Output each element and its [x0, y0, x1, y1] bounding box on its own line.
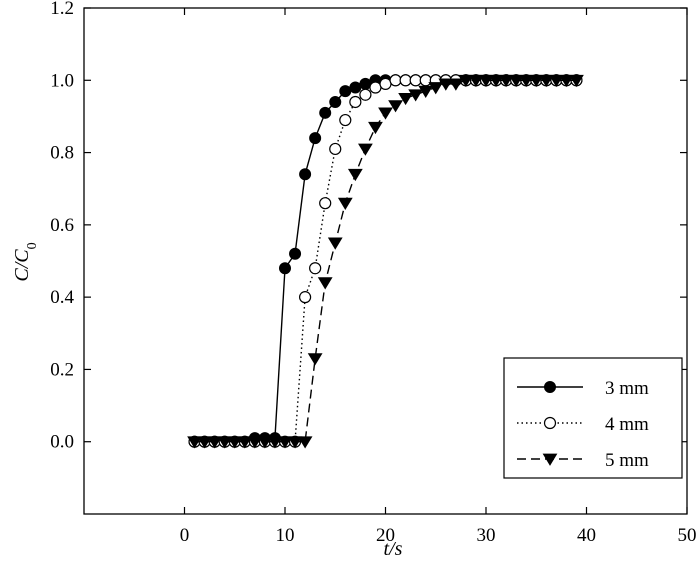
x-axis-title: t/s: [384, 538, 403, 560]
data-point: [267, 436, 283, 449]
data-point: [468, 74, 484, 88]
data-point: [518, 74, 534, 88]
data-point: [408, 89, 424, 102]
data-point: [289, 247, 302, 260]
data-point: [337, 197, 353, 210]
data-point: [297, 436, 313, 449]
series-group: [187, 74, 584, 449]
data-point: [528, 74, 544, 88]
data-point: [329, 95, 342, 108]
x-tick-label: 0: [180, 525, 190, 546]
data-point: [279, 262, 291, 275]
legend-label: 5 mm: [605, 450, 649, 471]
data-point: [207, 436, 223, 449]
data-point: [319, 106, 332, 119]
legend-box: [503, 357, 683, 479]
legend-item: 3 mm: [517, 378, 649, 399]
data-point: [498, 74, 514, 88]
data-point: [399, 74, 412, 87]
data-point: [187, 436, 202, 449]
data-point: [428, 82, 444, 95]
x-tick-label: 30: [477, 525, 496, 546]
x-tick-label: 10: [276, 525, 295, 546]
data-point: [317, 277, 333, 290]
data-point: [217, 436, 233, 449]
data-point: [309, 132, 322, 145]
data-point: [359, 88, 372, 101]
legend-label: 3 mm: [605, 378, 649, 399]
data-point: [358, 143, 373, 156]
legend-item: 5 mm: [517, 450, 649, 471]
legend-item: 4 mm: [517, 414, 649, 435]
data-point: [369, 81, 382, 94]
data-point: [458, 74, 474, 88]
data-point: [257, 436, 273, 449]
data-point: [197, 436, 212, 449]
y-axis-title: C/C0: [11, 242, 40, 281]
x-axis-ticks: 0 10 20 30 40 50: [180, 8, 697, 546]
series-3: [187, 74, 584, 449]
svg-text:C/C0: C/C0: [11, 242, 40, 281]
legend: 3 mm 4 mm 5 mm: [503, 357, 683, 479]
data-point: [247, 436, 263, 449]
data-point: [319, 197, 332, 210]
data-point: [409, 74, 422, 87]
data-point: [277, 436, 293, 449]
data-point: [538, 74, 554, 88]
y-tick-label: 1.2: [50, 0, 74, 19]
data-point: [438, 78, 454, 91]
data-point: [299, 291, 312, 304]
data-point: [327, 237, 343, 250]
data-point: [309, 262, 322, 275]
data-point: [569, 74, 584, 88]
data-point: [339, 113, 352, 127]
y-tick-label: 1.0: [50, 70, 74, 91]
y-axis-ticks: 0.0 0.2 0.4 0.6 0.8 1.0 1.2: [50, 0, 687, 453]
data-point: [378, 107, 393, 120]
data-point: [419, 74, 432, 87]
legend-marker: [543, 416, 557, 430]
y-tick-label: 0.8: [50, 143, 74, 164]
x-tick-label: 40: [577, 525, 596, 546]
legend-items: 3 mm 4 mm 5 mm: [517, 378, 649, 471]
data-point: [389, 74, 402, 87]
data-point: [359, 77, 372, 90]
data-point: [488, 74, 504, 88]
data-point: [287, 436, 303, 449]
legend-marker: [542, 453, 558, 466]
data-point: [388, 100, 403, 113]
legend-label: 4 mm: [605, 414, 649, 435]
x-tick-label: 50: [678, 525, 697, 546]
y-tick-label: 0.0: [50, 432, 74, 453]
data-point: [478, 74, 494, 88]
data-point: [379, 77, 392, 91]
data-point: [508, 74, 524, 88]
data-point: [548, 74, 564, 88]
data-point: [227, 436, 243, 449]
data-point: [368, 121, 383, 135]
legend-marker: [544, 381, 556, 393]
data-point: [349, 95, 362, 109]
data-point: [307, 353, 323, 366]
data-point: [559, 74, 574, 88]
y-tick-label: 0.4: [50, 287, 74, 308]
data-point: [237, 436, 253, 449]
data-point: [418, 85, 434, 98]
data-point: [349, 81, 362, 94]
data-point: [339, 85, 352, 98]
data-point: [398, 92, 413, 106]
x-tick-label: 20: [376, 525, 395, 546]
y-tick-label: 0.6: [50, 215, 74, 236]
y-tick-label: 0.2: [50, 359, 74, 380]
data-point: [299, 168, 312, 181]
data-point: [329, 142, 342, 156]
data-point: [448, 78, 464, 91]
data-point: [347, 168, 363, 182]
